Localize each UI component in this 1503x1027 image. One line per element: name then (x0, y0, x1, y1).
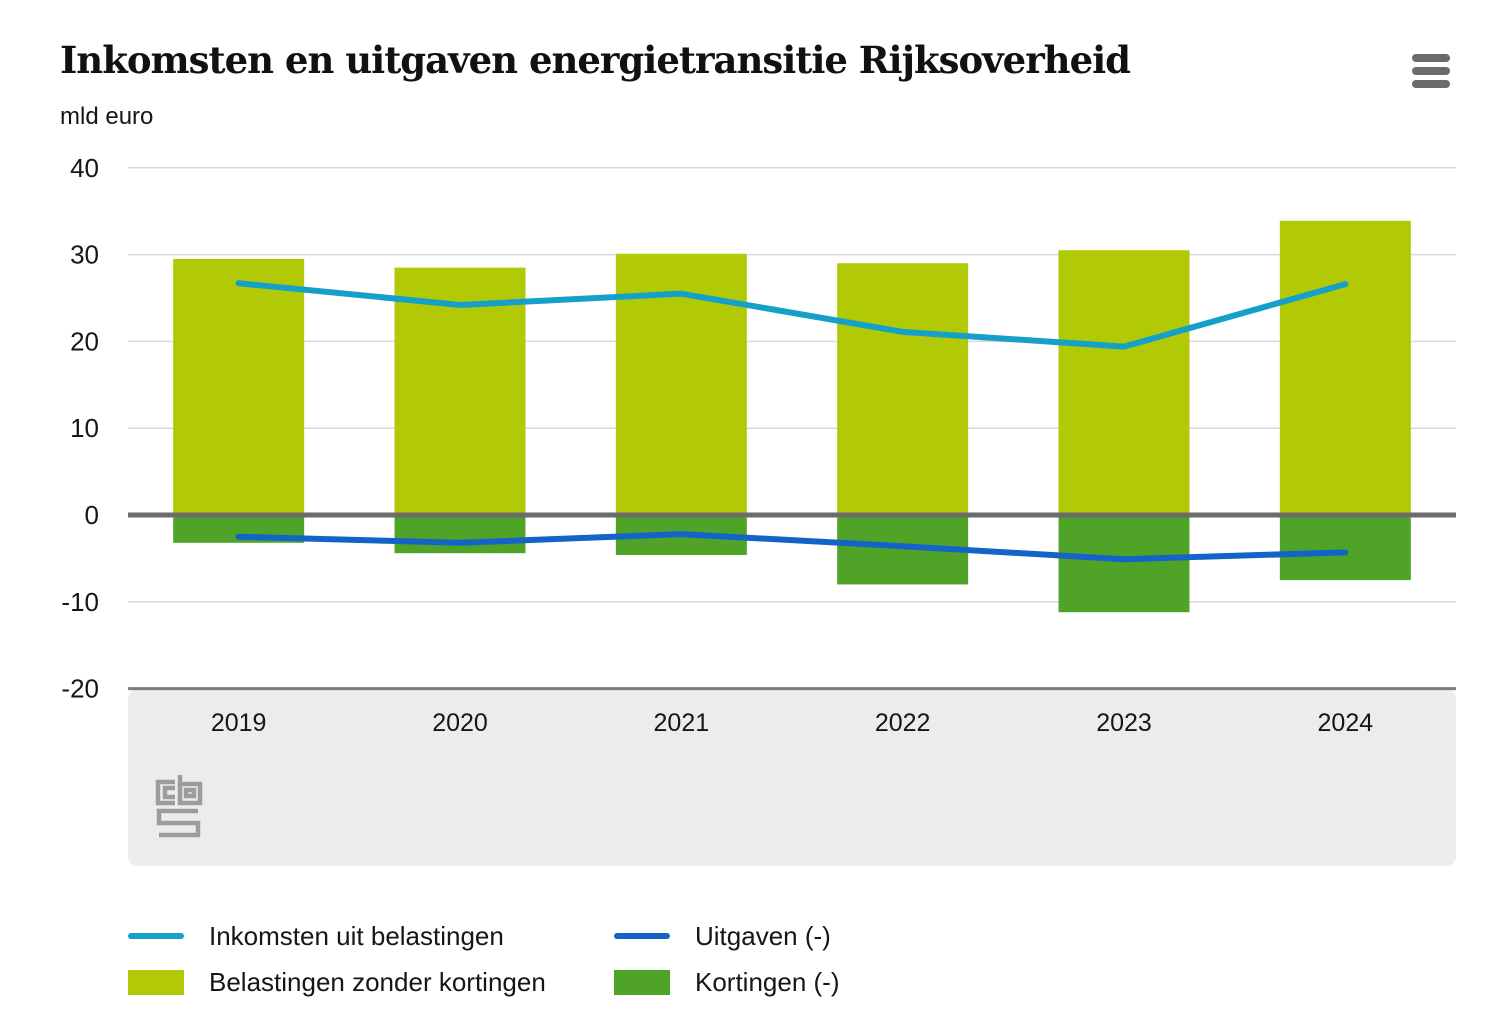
cbs-logo (155, 775, 203, 838)
y-tick-label: 10 (70, 413, 99, 443)
bar-kortingen-2024 (1279, 515, 1411, 581)
hamburger-icon (1412, 67, 1450, 75)
legend-item-belastingen-zonder-kortingen: Belastingen zonder kortingen (128, 967, 546, 997)
legend-rect-swatch (614, 969, 670, 995)
line-uitgaven (235, 531, 1349, 563)
legend-item-kortingen: Kortingen (-) (614, 967, 840, 997)
x-axis-band (128, 689, 1456, 866)
bar-kortingen-2023 (1058, 515, 1190, 613)
x-tick-label: 2023 (1096, 709, 1152, 737)
bar-kortingen-2020 (394, 515, 526, 554)
x-tick-label: 2024 (1318, 709, 1374, 737)
hamburger-icon (1412, 80, 1450, 88)
legend-item-uitgaven: Uitgaven (-) (614, 921, 831, 951)
legend-label: Belastingen zonder kortingen (209, 966, 546, 997)
legend-label: Inkomsten uit belastingen (209, 920, 504, 951)
menu-button[interactable] (1412, 54, 1450, 88)
x-tick-label: 2019 (211, 709, 267, 737)
y-tick-label: -20 (61, 674, 99, 704)
y-tick-label: 30 (70, 240, 99, 270)
y-axis-unit-label: mld euro (60, 103, 154, 130)
bar-belastingen-zonder-kortingen-2024 (1279, 220, 1411, 516)
page-title: Inkomsten en uitgaven energietransitie R… (60, 38, 1131, 82)
legend-label: Uitgaven (-) (695, 920, 831, 951)
y-tick-label: 40 (70, 153, 99, 183)
x-tick-label: 2021 (654, 709, 710, 737)
legend-item-inkomsten-uit-belastingen: Inkomsten uit belastingen (128, 921, 504, 951)
y-tick-label: -10 (61, 587, 99, 617)
cbs-logo-s (156, 808, 201, 838)
hamburger-icon (1412, 54, 1450, 62)
y-tick-label: 0 (85, 500, 99, 530)
cbs-logo-c (155, 779, 175, 806)
y-tick-label: 20 (70, 326, 99, 356)
legend-rect-swatch (128, 969, 184, 995)
x-tick-label: 2022 (875, 709, 931, 737)
bar-belastingen-zonder-kortingen-2022 (837, 263, 969, 515)
legend-line-swatch (128, 933, 184, 939)
bar-belastingen-zonder-kortingen-2020 (394, 267, 526, 515)
cbs-logo-b (177, 775, 203, 806)
bar-belastingen-zonder-kortingen-2023 (1058, 250, 1190, 515)
line-inkomsten-uit-belastingen (235, 280, 1349, 350)
x-tick-label: 2020 (432, 709, 488, 737)
bar-belastingen-zonder-kortingen-2019 (173, 258, 305, 515)
legend-label: Kortingen (-) (695, 966, 840, 997)
legend-line-swatch (614, 933, 670, 939)
